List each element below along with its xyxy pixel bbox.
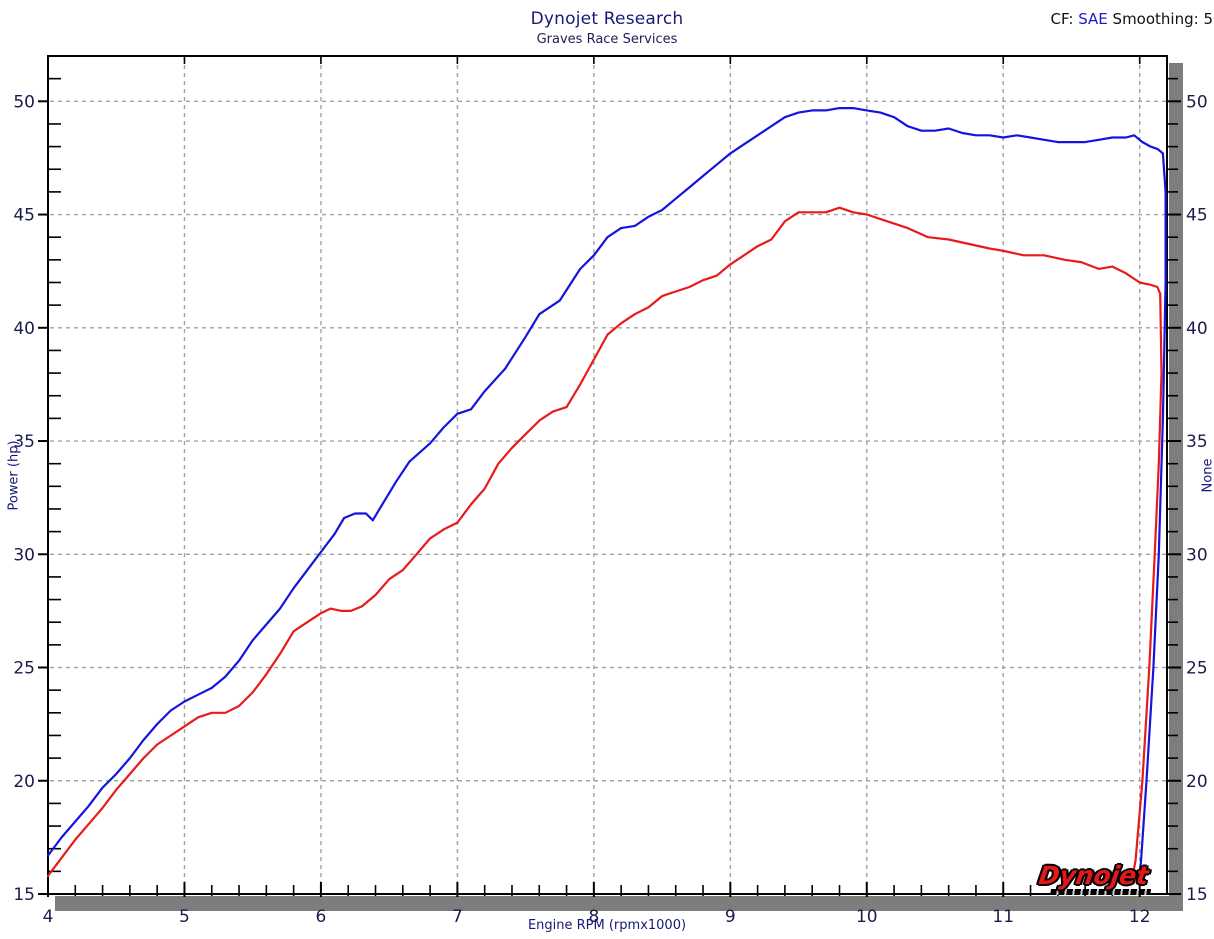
y-tick-label-left: 50 (13, 92, 35, 112)
x-tick-label: 6 (316, 907, 327, 927)
y-tick-label-left: 45 (13, 206, 35, 226)
x-axis-label: Engine RPM (rpmx1000) (527, 918, 687, 933)
y-axis-label-left: Power (hp) (6, 440, 22, 511)
cf-prefix: CF: (1050, 10, 1079, 28)
y-tick-label-right: 25 (1186, 659, 1208, 679)
x-tick-label: 7 (452, 907, 463, 927)
y-tick-label-right: 35 (1186, 432, 1208, 452)
x-tick-label: 5 (179, 907, 190, 927)
y-tick-label-left: 35 (13, 432, 35, 452)
page-title: Dynojet Research (530, 9, 684, 29)
y-tick-label-right: 15 (1186, 885, 1208, 905)
x-tick-label: 4 (43, 907, 54, 927)
x-tick-label: 12 (1129, 907, 1151, 927)
dynojet-logo: Dynojet (1035, 861, 1166, 900)
y-tick-label-left: 20 (13, 772, 35, 792)
correction-factor-label: CF: SAE Smoothing: 5 (1050, 10, 1213, 28)
y-tick-label-left: 25 (13, 659, 35, 679)
x-tick-label: 9 (725, 907, 736, 927)
y-tick-label-right: 20 (1186, 772, 1208, 792)
x-tick-label: 10 (856, 907, 878, 927)
page-subtitle: Graves Race Services (536, 32, 678, 47)
y-tick-label-left: 15 (13, 885, 35, 905)
x-axis-shadow-bar (55, 896, 1183, 911)
y-tick-label-right: 45 (1186, 206, 1208, 226)
cf-standard: SAE (1078, 10, 1108, 28)
x-tick-label: 11 (992, 907, 1014, 927)
y-tick-label-left: 30 (13, 545, 35, 565)
y-tick-label-left: 40 (13, 319, 35, 339)
plot-border (47, 55, 1168, 895)
y-tick-label-right: 40 (1186, 319, 1208, 339)
y-tick-label-right: 50 (1186, 92, 1208, 112)
y-axis-label-right: None (1200, 458, 1214, 493)
x-tick-label: 8 (588, 907, 599, 927)
red-run-curve (46, 206, 1163, 884)
blue-run-curve (46, 106, 1167, 878)
y-tick-label-right: 30 (1186, 545, 1208, 565)
cf-suffix: Smoothing: 5 (1107, 10, 1213, 28)
dynojet-logo-text: Dynojet (1036, 861, 1151, 890)
